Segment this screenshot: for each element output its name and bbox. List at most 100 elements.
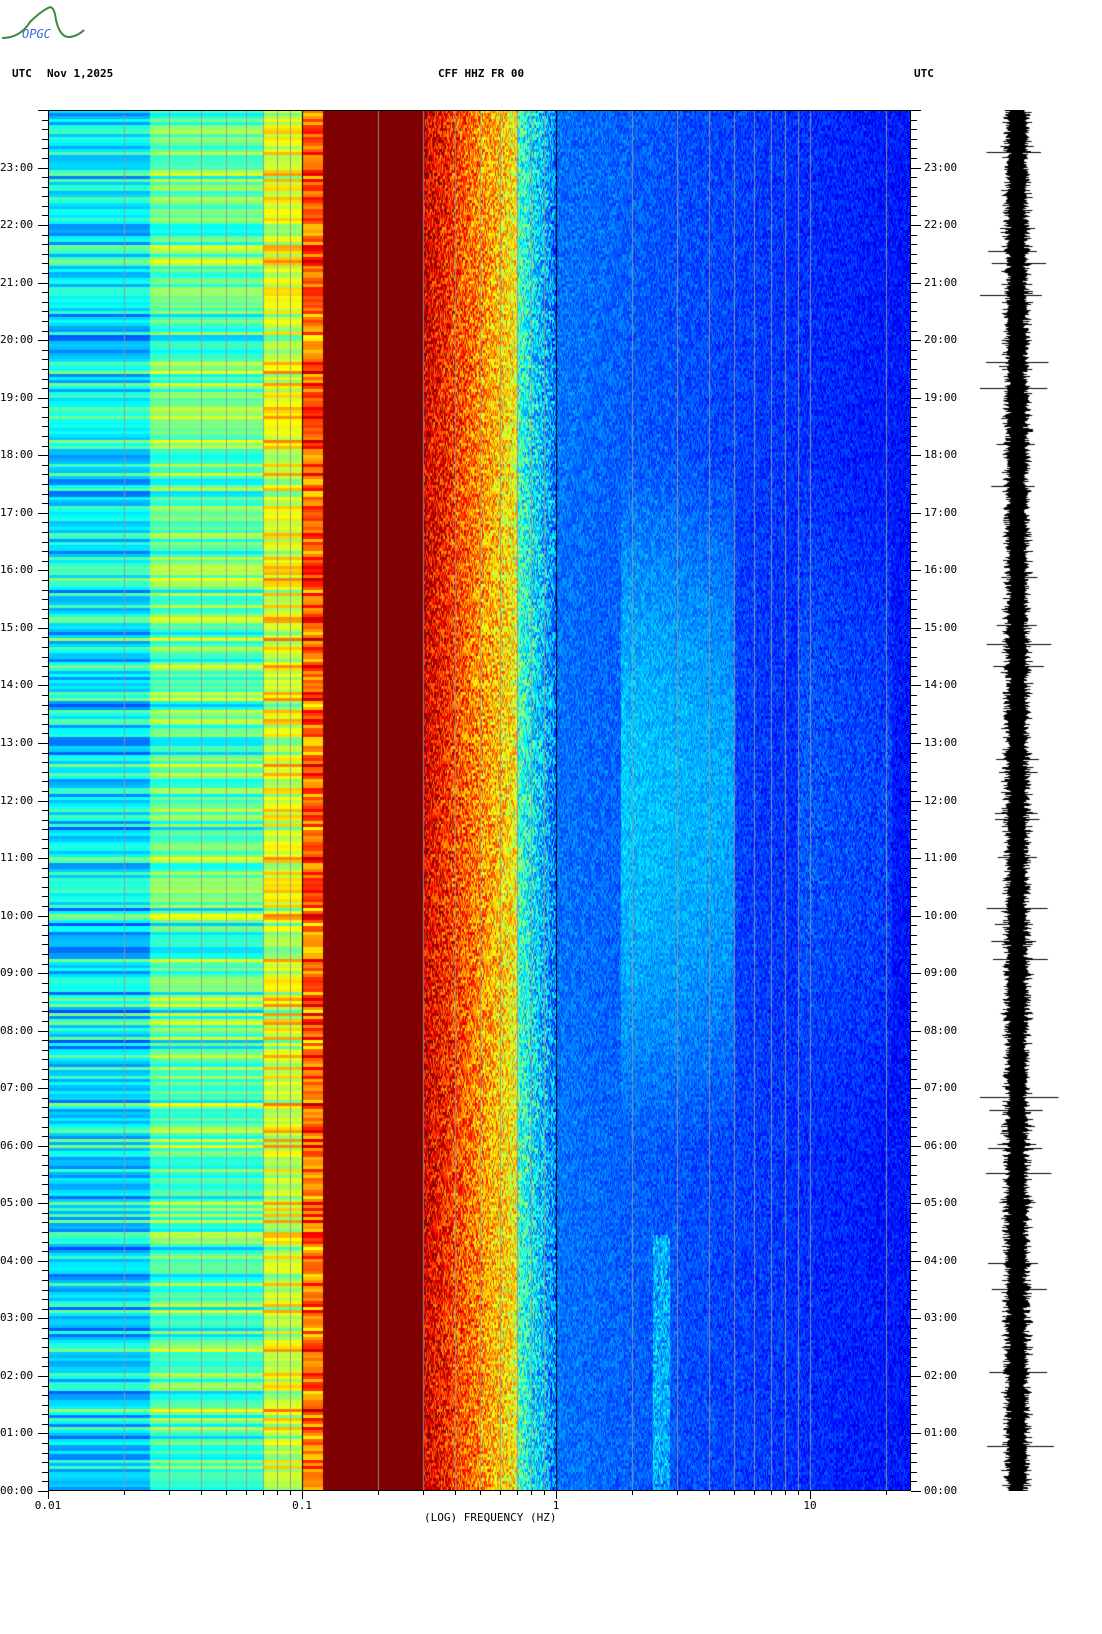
x-tick-label: 0.01 — [34, 1499, 62, 1512]
y-tick-label-left: 12:00 — [0, 793, 34, 807]
y-tick-right — [911, 1146, 921, 1147]
y-tick-left — [42, 1299, 48, 1300]
y-tick-label-left: 09:00 — [0, 966, 34, 980]
y-tick-right — [911, 417, 917, 418]
y-tick-left — [42, 1338, 48, 1339]
y-tick-right — [911, 964, 917, 965]
y-tick-left — [42, 1222, 48, 1223]
y-tick-left — [42, 590, 48, 591]
y-tick-right — [911, 580, 917, 581]
y-tick-right — [911, 273, 917, 274]
y-tick-label-right: 01:00 — [924, 1426, 958, 1440]
opgc-logo: OPGC — [0, 0, 90, 45]
y-tick-label-right: 12:00 — [924, 793, 958, 807]
x-tick — [226, 1491, 227, 1495]
x-tick — [709, 1491, 710, 1495]
y-tick-left — [42, 896, 48, 897]
y-tick-left — [42, 666, 48, 667]
y-tick-right — [911, 1280, 917, 1281]
y-tick-right — [911, 637, 917, 638]
y-tick-right — [911, 992, 917, 993]
y-tick-right — [911, 494, 917, 495]
y-tick-left — [38, 225, 48, 226]
y-tick-left — [38, 110, 48, 111]
y-tick-left — [42, 695, 48, 696]
y-tick-right — [911, 762, 917, 763]
y-tick-label-right: 05:00 — [924, 1196, 958, 1210]
y-tick-right — [911, 522, 917, 523]
y-tick-right — [911, 1222, 917, 1223]
y-tick-left — [42, 465, 48, 466]
y-tick-right — [911, 561, 917, 562]
y-tick-right — [911, 1107, 917, 1108]
y-tick-right — [911, 1213, 917, 1214]
y-tick-left — [42, 1232, 48, 1233]
y-tick-right — [911, 1031, 921, 1032]
y-tick-right — [911, 657, 917, 658]
y-tick-right — [911, 1184, 917, 1185]
y-tick-right — [911, 714, 917, 715]
y-tick-label-right: 21:00 — [924, 275, 958, 289]
y-tick-right — [911, 551, 917, 552]
spectrogram-heatmap — [48, 110, 911, 1491]
y-tick-label-right: 03:00 — [924, 1311, 958, 1325]
y-tick-right — [911, 263, 917, 264]
y-tick-left — [42, 311, 48, 312]
y-tick-left — [42, 263, 48, 264]
x-tick — [500, 1491, 501, 1495]
y-tick-label-left: 15:00 — [0, 620, 34, 634]
y-tick-left — [42, 829, 48, 830]
y-tick-right — [911, 618, 917, 619]
x-tick — [798, 1491, 799, 1495]
y-tick-right — [911, 896, 917, 897]
y-tick-label-left: 10:00 — [0, 908, 34, 922]
y-tick-label-left: 08:00 — [0, 1023, 34, 1037]
y-tick-left — [42, 657, 48, 658]
y-tick-label-left: 04:00 — [0, 1253, 34, 1267]
y-tick-left — [38, 1376, 48, 1377]
y-tick-right — [911, 1175, 917, 1176]
y-tick-left — [38, 801, 48, 802]
y-tick-right — [911, 148, 917, 149]
x-tick — [632, 1491, 633, 1495]
y-tick-left — [42, 254, 48, 255]
y-tick-right — [911, 935, 917, 936]
y-tick-right — [911, 1079, 917, 1080]
y-tick-label-left: 13:00 — [0, 735, 34, 749]
y-tick-left — [42, 954, 48, 955]
y-tick-right — [911, 235, 917, 236]
y-tick-left — [42, 1069, 48, 1070]
y-tick-left — [38, 455, 48, 456]
y-tick-right — [911, 1338, 917, 1339]
y-tick-left — [42, 1366, 48, 1367]
y-tick-left — [42, 1405, 48, 1406]
y-tick-left — [38, 283, 48, 284]
y-tick-label-right: 14:00 — [924, 678, 958, 692]
y-tick-left — [42, 1050, 48, 1051]
y-tick-left — [42, 532, 48, 533]
y-tick-left — [38, 1203, 48, 1204]
y-tick-right — [911, 848, 917, 849]
y-tick-right — [911, 829, 917, 830]
y-tick-right — [911, 839, 917, 840]
y-tick-right — [911, 916, 921, 917]
y-tick-left — [42, 494, 48, 495]
y-tick-left — [42, 1395, 48, 1396]
y-tick-label-left: 01:00 — [0, 1426, 34, 1440]
y-tick-right — [911, 954, 917, 955]
y-tick-left — [42, 446, 48, 447]
y-tick-left — [42, 772, 48, 773]
y-tick-left — [42, 426, 48, 427]
x-tick — [169, 1491, 170, 1495]
y-tick-label-left: 21:00 — [0, 275, 34, 289]
y-tick-label-right: 16:00 — [924, 563, 958, 577]
y-tick-left — [42, 379, 48, 380]
y-tick-left — [42, 1270, 48, 1271]
date-label: Nov 1,2025 — [47, 67, 114, 80]
y-tick-right — [911, 321, 917, 322]
y-tick-right — [911, 887, 917, 888]
y-tick-label-left: 23:00 — [0, 160, 34, 174]
y-tick-right — [911, 1376, 921, 1377]
y-tick-label-right: 22:00 — [924, 218, 958, 232]
x-tick — [378, 1491, 379, 1495]
